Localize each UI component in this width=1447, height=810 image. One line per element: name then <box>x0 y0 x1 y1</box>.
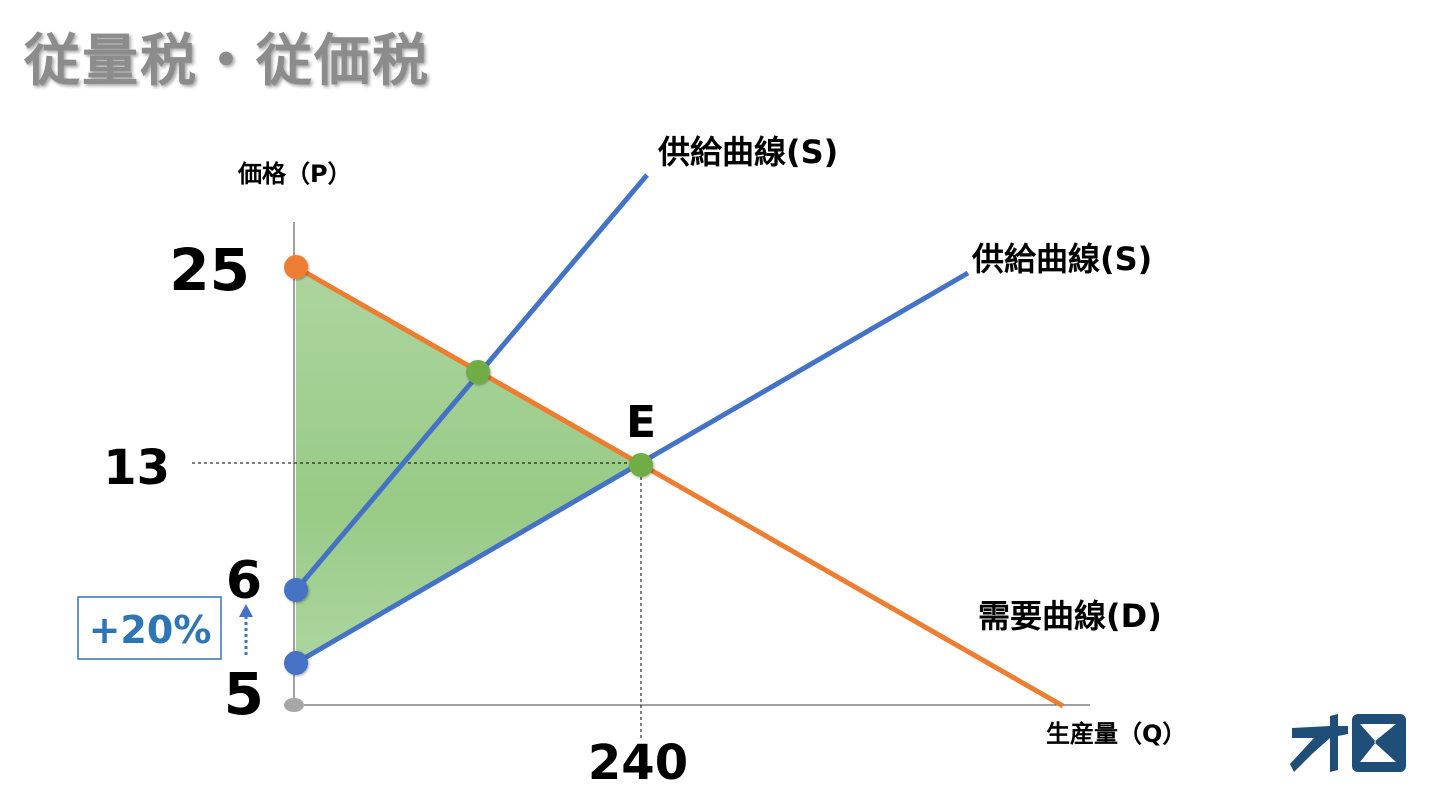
origin-point <box>284 698 304 712</box>
slide-title: 従量税・従価税 <box>24 29 430 94</box>
supply-curve-original-label: 供給曲線(S) <box>972 240 1152 278</box>
logo-icon <box>1290 714 1406 772</box>
tax-equilibrium-point <box>466 360 490 384</box>
equilibrium-point <box>629 453 653 477</box>
price-tick-13: 13 <box>103 440 170 496</box>
equilibrium-label: E <box>626 397 656 448</box>
x-axis-label: 生産量（Q） <box>1046 720 1186 748</box>
price-tick-5: 5 <box>224 660 264 728</box>
y-axis-label: 価格（P） <box>237 160 352 188</box>
quantity-tick-240: 240 <box>588 735 688 791</box>
price-tick-6: 6 <box>226 551 262 611</box>
supply-curve-shifted <box>294 173 649 592</box>
demand-curve <box>294 264 1065 709</box>
tax-badge-box <box>77 596 222 660</box>
demand-curve-label: 需要曲線(D) <box>978 597 1162 635</box>
tax-shift-arrowhead <box>239 604 253 617</box>
original-supply-intercept-point <box>284 651 308 675</box>
demand-intercept-point <box>284 255 308 279</box>
tax-badge-text: +20% <box>89 608 212 652</box>
price-tick-25: 25 <box>169 236 250 304</box>
shifted-supply-intercept-point <box>284 578 308 602</box>
surplus-area <box>296 267 641 663</box>
supply-curve-shifted-label: 供給曲線(S) <box>658 133 838 171</box>
